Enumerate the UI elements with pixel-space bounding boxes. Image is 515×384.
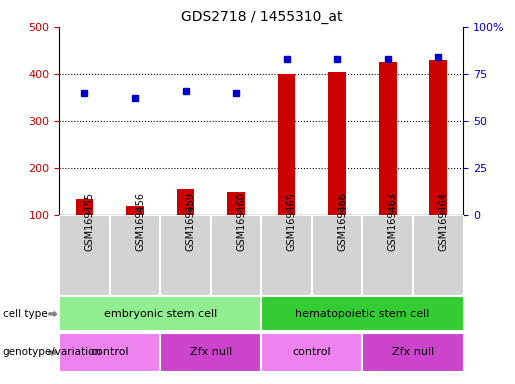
Text: control: control (91, 347, 129, 358)
Text: GSM169466: GSM169466 (337, 192, 347, 251)
Bar (329, 71, 346, 215)
Text: GSM169459: GSM169459 (185, 192, 196, 251)
Bar (379, 62, 397, 215)
Bar (363, 333, 464, 372)
Bar (211, 215, 261, 296)
Bar (363, 215, 413, 296)
Title: GDS2718 / 1455310_at: GDS2718 / 1455310_at (181, 10, 342, 25)
Text: hematopoietic stem cell: hematopoietic stem cell (295, 309, 430, 319)
Text: GSM169456: GSM169456 (135, 192, 145, 251)
Bar (312, 215, 363, 296)
Text: cell type: cell type (3, 309, 47, 319)
Bar (261, 333, 363, 372)
Bar (160, 215, 211, 296)
Bar (177, 189, 194, 215)
Text: GSM169455: GSM169455 (84, 192, 94, 251)
Text: genotype/variation: genotype/variation (3, 347, 101, 358)
Text: GSM169464: GSM169464 (438, 192, 448, 251)
Bar (278, 74, 296, 215)
Text: Zfx null: Zfx null (190, 347, 232, 358)
Bar (160, 333, 261, 372)
Bar (261, 296, 464, 331)
Text: control: control (293, 347, 331, 358)
Bar (59, 296, 261, 331)
Bar (76, 199, 93, 215)
Bar (261, 215, 312, 296)
Text: Zfx null: Zfx null (392, 347, 434, 358)
Bar (413, 215, 464, 296)
Text: GSM169460: GSM169460 (236, 192, 246, 251)
Text: embryonic stem cell: embryonic stem cell (104, 309, 217, 319)
Bar (227, 192, 245, 215)
Text: GSM169463: GSM169463 (388, 192, 398, 251)
Bar (430, 60, 447, 215)
Text: GSM169465: GSM169465 (287, 192, 297, 251)
Bar (59, 215, 110, 296)
Bar (126, 206, 144, 215)
Bar (59, 333, 160, 372)
Bar (110, 215, 160, 296)
